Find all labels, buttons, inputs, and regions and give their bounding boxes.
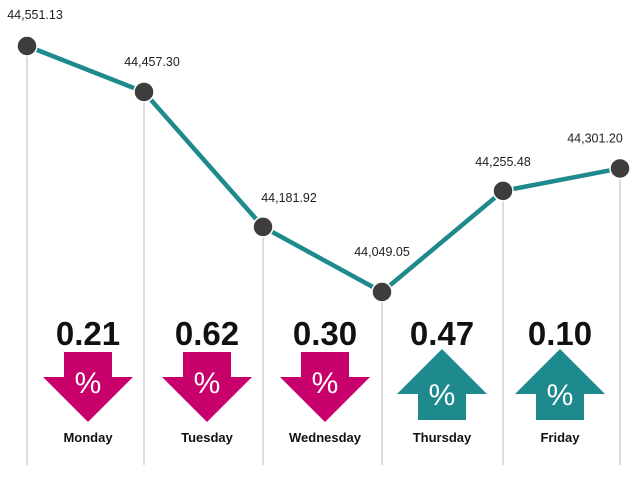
arrow-down-icon (280, 352, 370, 422)
index-line (24, 43, 623, 295)
value-label: 44,255.48 (475, 155, 531, 169)
data-point (16, 35, 38, 57)
data-points (16, 35, 631, 303)
value-label: 44,301.20 (567, 131, 623, 145)
percent-icon: % (194, 367, 221, 400)
data-point (609, 157, 631, 180)
day-panel-thursday: 0.47% Thursday (397, 315, 487, 445)
day-panel-friday: 0.10% Friday (515, 315, 605, 445)
value-labels: 44,551.13 44,457.30 44,181.92 44,049.05 44,2… (7, 8, 623, 259)
percent-change-value: 0.30 (293, 315, 357, 352)
percent-change-value: 0.62 (175, 315, 239, 352)
percent-change-value: 0.10 (528, 315, 592, 352)
day-label: Thursday (413, 430, 472, 445)
arrow-up-icon (515, 349, 605, 420)
value-label: 44,181.92 (261, 191, 317, 205)
percent-icon: % (75, 367, 102, 400)
value-label: 44,049.05 (354, 245, 410, 259)
data-point (371, 281, 393, 303)
percent-change-value: 0.21 (56, 315, 120, 352)
day-label: Wednesday (289, 430, 362, 445)
day-panel-wednesday: 0.30% Wednesday (280, 315, 370, 445)
arrow-up-icon (397, 349, 487, 420)
daily-change-panels: 0.21% Monday 0.62% Tuesday 0.30% Wednesday 0.4… (43, 315, 605, 445)
vertical-guides (26, 46, 621, 465)
percent-icon: % (312, 367, 339, 400)
data-point (492, 180, 514, 202)
day-panel-monday: 0.21% Monday (43, 315, 133, 445)
value-label: 44,551.13 (7, 8, 63, 22)
day-label: Friday (540, 430, 580, 445)
value-label: 44,457.30 (124, 55, 180, 69)
day-label: Monday (63, 430, 113, 445)
percent-icon: % (547, 379, 574, 412)
percent-change-value: 0.47 (410, 315, 474, 352)
percent-icon: % (429, 379, 456, 412)
data-point (133, 81, 155, 103)
day-label: Tuesday (181, 430, 234, 445)
arrow-down-icon (162, 352, 252, 422)
arrow-down-icon (43, 352, 133, 422)
day-panel-tuesday: 0.62% Tuesday (162, 315, 252, 445)
data-point (252, 216, 274, 238)
